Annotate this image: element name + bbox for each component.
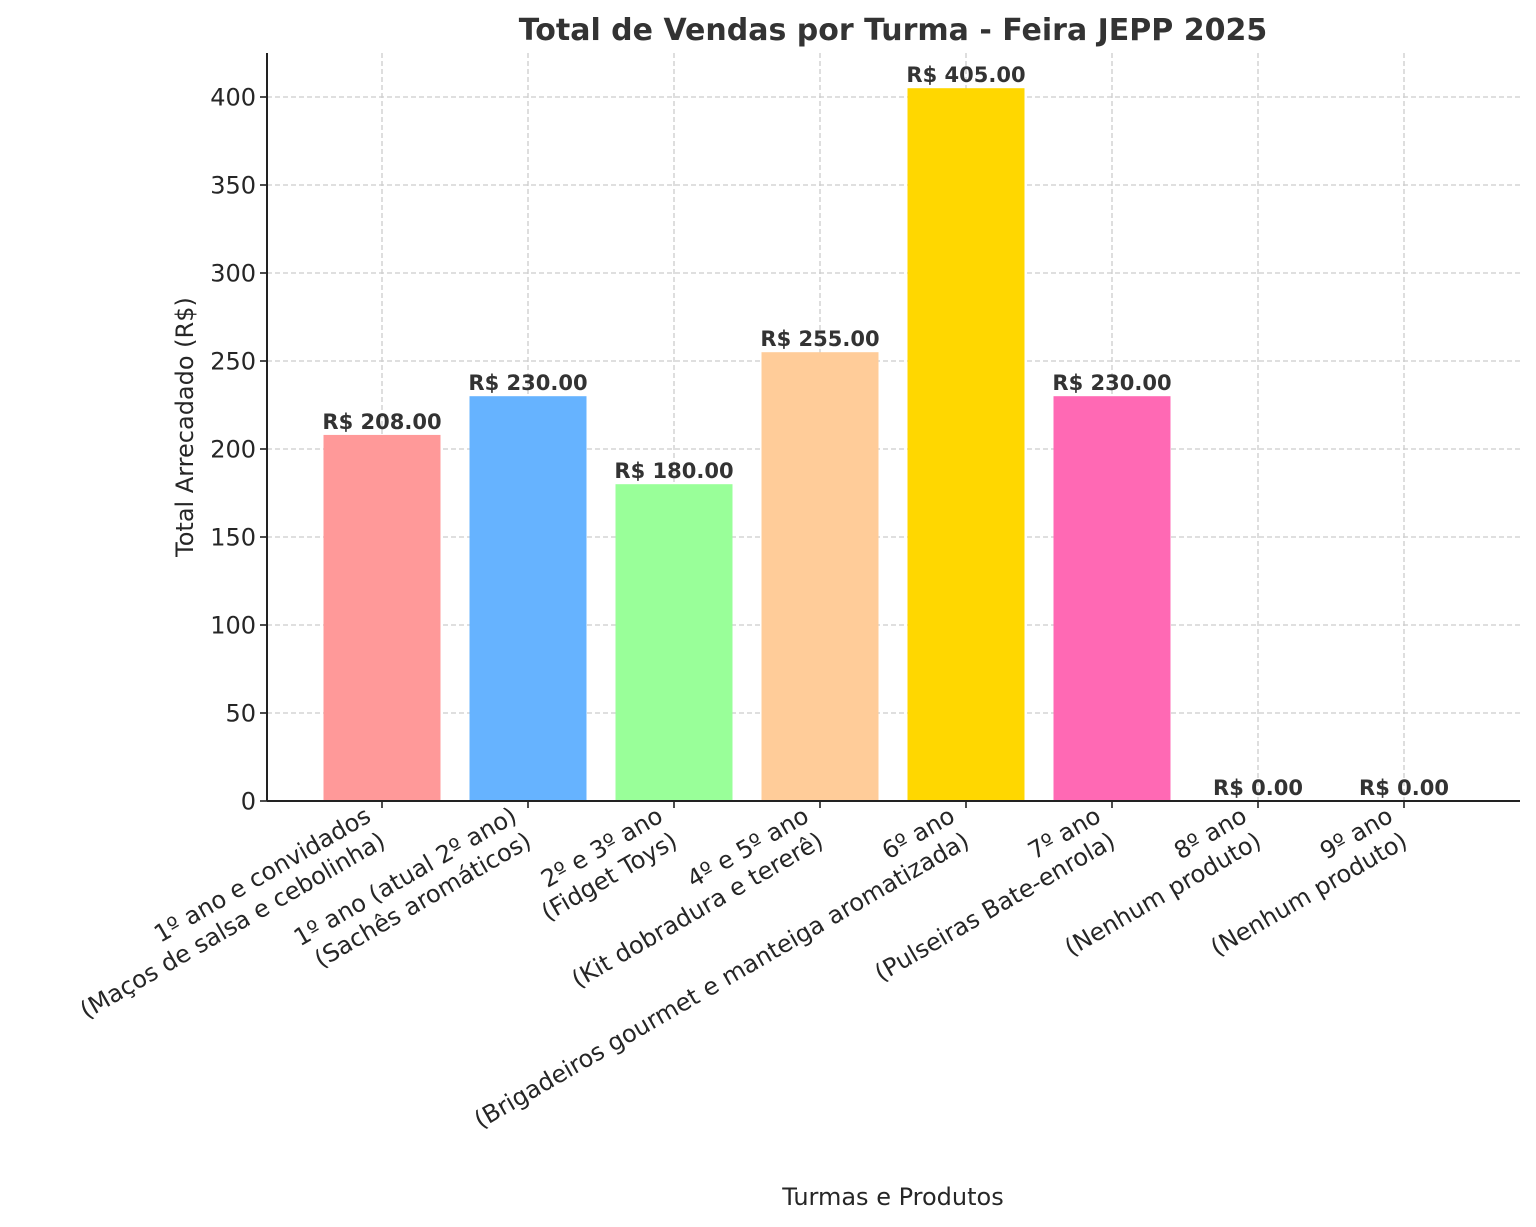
bar-value-label: R$ 405.00	[906, 63, 1025, 87]
bar	[615, 484, 733, 801]
y-tick-label: 50	[225, 700, 256, 728]
y-axis-title: Total Arrecadado (R$)	[171, 297, 199, 558]
y-tick-label: 200	[210, 436, 256, 464]
bar-value-label: R$ 255.00	[760, 327, 879, 351]
y-ticks: 0 50 100 150 200 250 300 350 400	[210, 84, 267, 816]
bar	[761, 352, 879, 801]
bar-value-label: R$ 230.00	[1052, 371, 1171, 395]
bar-value-label: R$ 0.00	[1213, 776, 1303, 800]
x-ticks: 1º ano e convidados(Maços de salsa e ceb…	[75, 801, 1412, 1134]
grid	[267, 53, 1520, 801]
chart-title: Total de Vendas por Turma - Feira JEPP 2…	[519, 13, 1267, 48]
y-tick-label: 400	[210, 84, 256, 112]
bar	[323, 434, 441, 801]
y-tick-label: 150	[210, 524, 256, 552]
y-tick-label: 250	[210, 348, 256, 376]
bars	[323, 88, 1171, 801]
bar-value-label: R$ 230.00	[468, 371, 587, 395]
y-tick-label: 350	[210, 172, 256, 200]
bar-value-label: R$ 180.00	[614, 459, 733, 483]
bar	[907, 88, 1025, 801]
x-axis-title: Turmas e Produtos	[781, 1183, 1003, 1211]
y-tick-label: 0	[241, 788, 256, 816]
bar	[469, 396, 587, 801]
value-labels: R$ 208.00 R$ 230.00 R$ 180.00 R$ 255.00 R$ 4…	[322, 63, 1449, 800]
axes	[266, 53, 1520, 802]
bar-value-label: R$ 0.00	[1359, 776, 1449, 800]
bar	[1053, 396, 1171, 801]
x-tick-label: 2º e 3º ano(Fidget Toys)	[522, 801, 682, 926]
bar-value-label: R$ 208.00	[322, 410, 441, 434]
y-tick-label: 300	[210, 260, 256, 288]
y-tick-label: 100	[210, 612, 256, 640]
